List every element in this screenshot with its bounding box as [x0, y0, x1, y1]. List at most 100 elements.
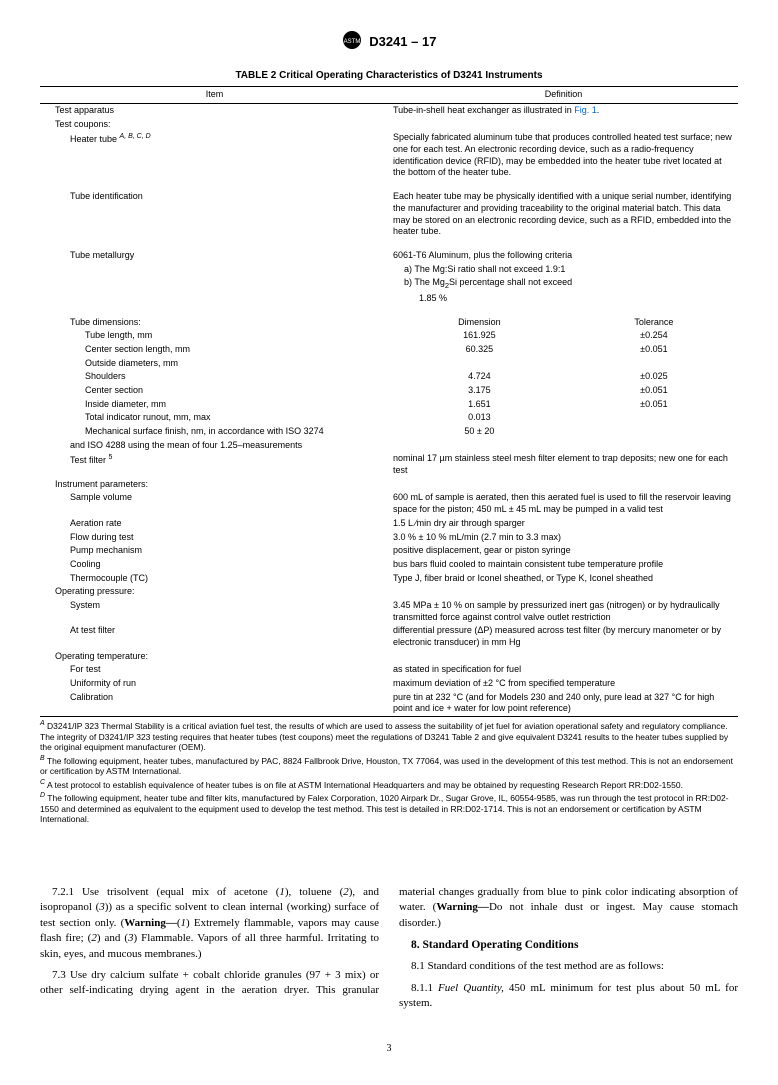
header-definition: Definition — [389, 87, 738, 104]
tolerance-cell: ±0.254 — [570, 329, 738, 343]
dimension-cell: 60.325 — [389, 343, 570, 357]
page-number: 3 — [40, 1042, 738, 1055]
definition-cell: pure tin at 232 °C (and for Models 230 a… — [389, 691, 738, 717]
table-row: At test filter differential pressure (ΔP… — [40, 624, 738, 649]
item-cell: Calibration — [40, 691, 389, 717]
dimension-cell: Dimension — [389, 316, 570, 330]
tolerance-cell — [570, 425, 738, 439]
characteristics-table: Item Definition Test apparatus Tube-in-s… — [40, 86, 738, 717]
table-row: b) The Mg2Si percentage shall not exceed — [40, 276, 738, 292]
dimension-cell: 1.651 — [389, 398, 570, 412]
footnote: A D3241/IP 323 Thermal Stability is a cr… — [40, 720, 738, 753]
footnote: D The following equipment, heater tube a… — [40, 792, 738, 825]
table-row: Total indicator runout, mm, max 0.013 — [40, 411, 738, 425]
table-row: Calibration pure tin at 232 °C (and for … — [40, 691, 738, 717]
dimension-cell — [389, 439, 570, 453]
definition-cell: Specially fabricated aluminum tube that … — [389, 131, 738, 180]
item-cell — [40, 276, 389, 292]
document-header: ASTM D3241 – 17 — [40, 30, 738, 54]
definition-cell: a) The Mg:Si ratio shall not exceed 1.9:… — [389, 263, 738, 277]
item-cell: Total indicator runout, mm, max — [40, 411, 389, 425]
definition-cell: b) The Mg2Si percentage shall not exceed — [389, 276, 738, 292]
item-cell: Instrument parameters: — [40, 478, 389, 492]
definition-cell: nominal 17 µm stainless steel mesh filte… — [389, 452, 738, 477]
item-cell: Aeration rate — [40, 517, 389, 531]
table-header-row: Item Definition — [40, 87, 738, 104]
section-8-heading: 8. Standard Operating Conditions — [399, 937, 738, 953]
definition-cell — [389, 650, 738, 664]
item-cell: Center section length, mm — [40, 343, 389, 357]
table-row: Tube identification Each heater tube may… — [40, 190, 738, 239]
definition-cell — [389, 118, 738, 132]
item-cell: Tube dimensions: — [40, 316, 389, 330]
item-cell: Operating temperature: — [40, 650, 389, 664]
paragraph-721: 7.2.1 Use trisolvent (equal mix of aceto… — [40, 885, 379, 962]
definition-cell: differential pressure (ΔP) measured acro… — [389, 624, 738, 649]
definition-cell: 6061-T6 Aluminum, plus the following cri… — [389, 249, 738, 263]
tolerance-cell — [570, 439, 738, 453]
definition-cell: 1.85 % — [389, 292, 738, 306]
footnote: C A test protocol to establish equivalen… — [40, 779, 738, 790]
table-row: a) The Mg:Si ratio shall not exceed 1.9:… — [40, 263, 738, 277]
astm-logo: ASTM — [342, 30, 362, 54]
definition-cell: Each heater tube may be physically ident… — [389, 190, 738, 239]
table-row: Operating pressure: — [40, 585, 738, 599]
table-footnotes: A D3241/IP 323 Thermal Stability is a cr… — [40, 720, 738, 825]
item-cell: Operating pressure: — [40, 585, 389, 599]
table-row: Shoulders 4.724 ±0.025 — [40, 370, 738, 384]
footnote: B The following equipment, heater tubes,… — [40, 755, 738, 777]
table-row: Instrument parameters: — [40, 478, 738, 492]
item-cell: For test — [40, 663, 389, 677]
item-cell: Tube metallurgy — [40, 249, 389, 263]
table-row: Aeration rate 1.5 L ⁄min dry air through… — [40, 517, 738, 531]
table-row: Flow during test 3.0 % ± 10 % mL/min (2.… — [40, 531, 738, 545]
item-cell: Flow during test — [40, 531, 389, 545]
table-row: Mechanical surface finish, nm, in accord… — [40, 425, 738, 439]
tolerance-cell: ±0.051 — [570, 398, 738, 412]
item-cell: Pump mechanism — [40, 544, 389, 558]
table-row: For test as stated in specification for … — [40, 663, 738, 677]
paragraph-81: 8.1 Standard conditions of the test meth… — [399, 959, 738, 974]
table-row: Thermocouple (TC) Type J, fiber braid or… — [40, 572, 738, 586]
tolerance-cell: ±0.051 — [570, 384, 738, 398]
table-row: Test filter 5 nominal 17 µm stainless st… — [40, 452, 738, 477]
tolerance-cell: ±0.025 — [570, 370, 738, 384]
item-cell: Sample volume — [40, 491, 389, 516]
item-cell: Uniformity of run — [40, 677, 389, 691]
item-cell: Test apparatus — [40, 104, 389, 118]
table-row: System 3.45 MPa ± 10 % on sample by pres… — [40, 599, 738, 624]
item-cell — [40, 292, 389, 306]
item-cell: Center section — [40, 384, 389, 398]
tolerance-cell — [570, 357, 738, 371]
definition-cell: 1.5 L ⁄min dry air through sparger — [389, 517, 738, 531]
table-title: TABLE 2 Critical Operating Characteristi… — [40, 69, 738, 82]
item-cell — [40, 263, 389, 277]
dimension-cell: 50 ± 20 — [389, 425, 570, 439]
item-cell: Tube length, mm — [40, 329, 389, 343]
document-number: D3241 – 17 — [369, 34, 436, 51]
item-cell: Mechanical surface finish, nm, in accord… — [40, 425, 389, 439]
table-row: Pump mechanism positive displacement, ge… — [40, 544, 738, 558]
table-row: and ISO 4288 using the mean of four 1.25… — [40, 439, 738, 453]
dimension-cell: 4.724 — [389, 370, 570, 384]
definition-cell — [389, 478, 738, 492]
item-cell: At test filter — [40, 624, 389, 649]
table-row: Sample volume 600 mL of sample is aerate… — [40, 491, 738, 516]
definition-cell: Type J, fiber braid or Iconel sheathed, … — [389, 572, 738, 586]
figure-reference: Fig. 1 — [574, 105, 597, 115]
item-cell: Test coupons: — [40, 118, 389, 132]
item-cell: Tube identification — [40, 190, 389, 239]
table-row: Test apparatus Tube-in-shell heat exchan… — [40, 104, 738, 118]
tolerance-cell: ±0.051 — [570, 343, 738, 357]
table-row: Outside diameters, mm — [40, 357, 738, 371]
table-row: Inside diameter, mm 1.651 ±0.051 — [40, 398, 738, 412]
item-cell: and ISO 4288 using the mean of four 1.25… — [40, 439, 389, 453]
header-item: Item — [40, 87, 389, 104]
definition-cell: as stated in specification for fuel — [389, 663, 738, 677]
table-row: Heater tube A, B, C, D Specially fabrica… — [40, 131, 738, 180]
definition-cell: Tube-in-shell heat exchanger as illustra… — [389, 104, 738, 118]
table-row: Test coupons: — [40, 118, 738, 132]
item-cell: Heater tube A, B, C, D — [40, 131, 389, 180]
table-row: 1.85 % — [40, 292, 738, 306]
dimension-cell: 3.175 — [389, 384, 570, 398]
